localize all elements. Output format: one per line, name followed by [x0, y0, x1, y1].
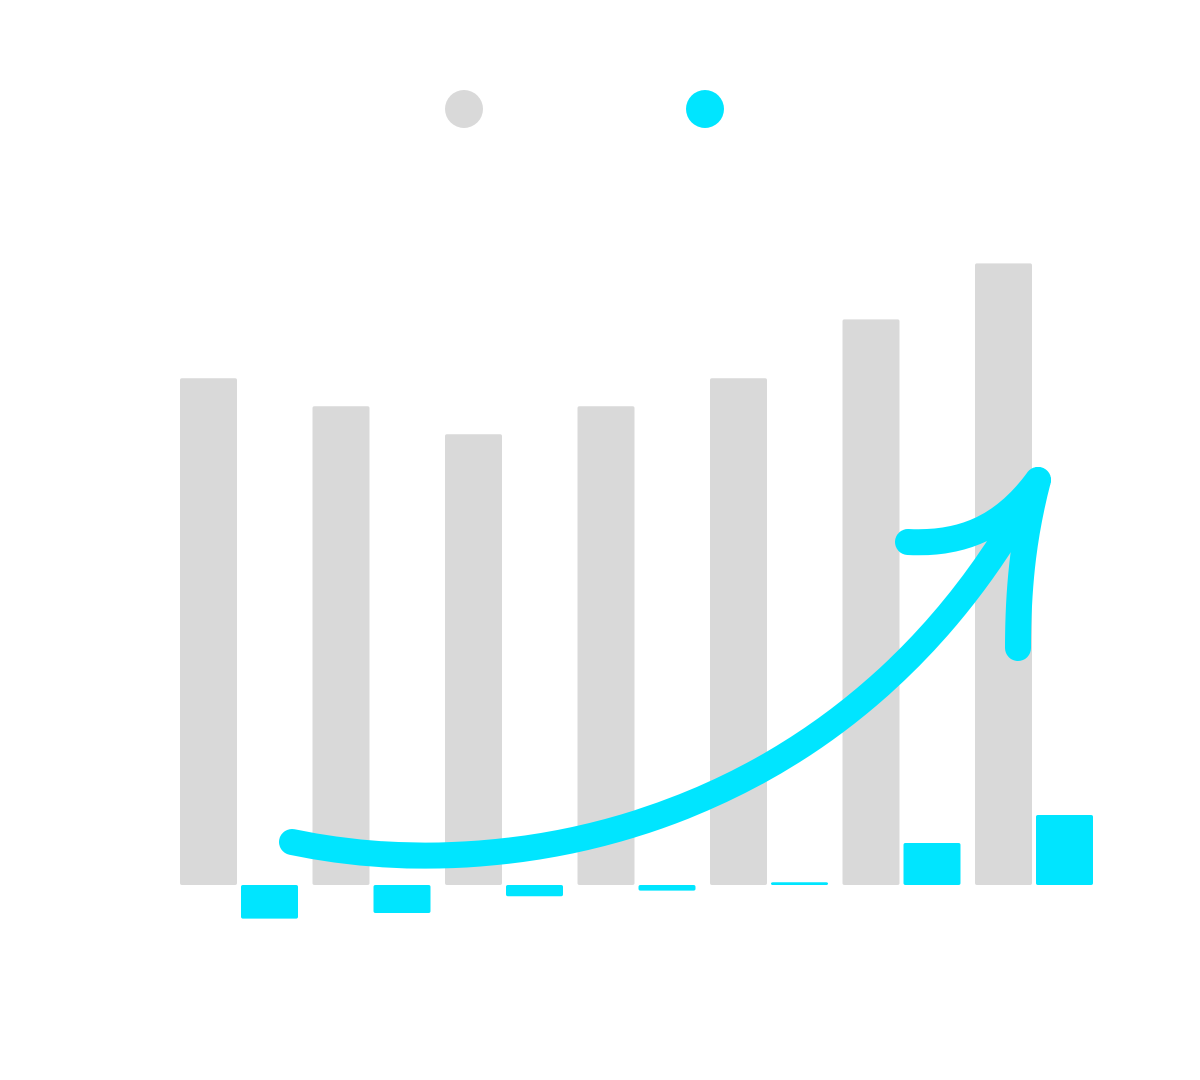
legend-marker — [686, 90, 724, 128]
bar — [445, 434, 502, 885]
bar — [1036, 815, 1093, 885]
bar — [180, 378, 237, 885]
legend — [445, 90, 724, 128]
trend-arrow — [279, 467, 1051, 869]
bar — [638, 885, 696, 891]
bar — [241, 885, 298, 919]
arrow-head — [1005, 467, 1051, 661]
bar — [577, 406, 635, 885]
bar — [710, 378, 767, 885]
legend-marker — [445, 90, 483, 128]
bar — [975, 263, 1032, 885]
bar — [903, 843, 961, 885]
bar — [771, 882, 828, 885]
plot — [180, 263, 1093, 919]
bar — [312, 406, 370, 885]
arrow-shaft — [279, 467, 1051, 869]
bar — [373, 885, 431, 913]
bar — [506, 885, 563, 897]
bar — [842, 319, 900, 885]
